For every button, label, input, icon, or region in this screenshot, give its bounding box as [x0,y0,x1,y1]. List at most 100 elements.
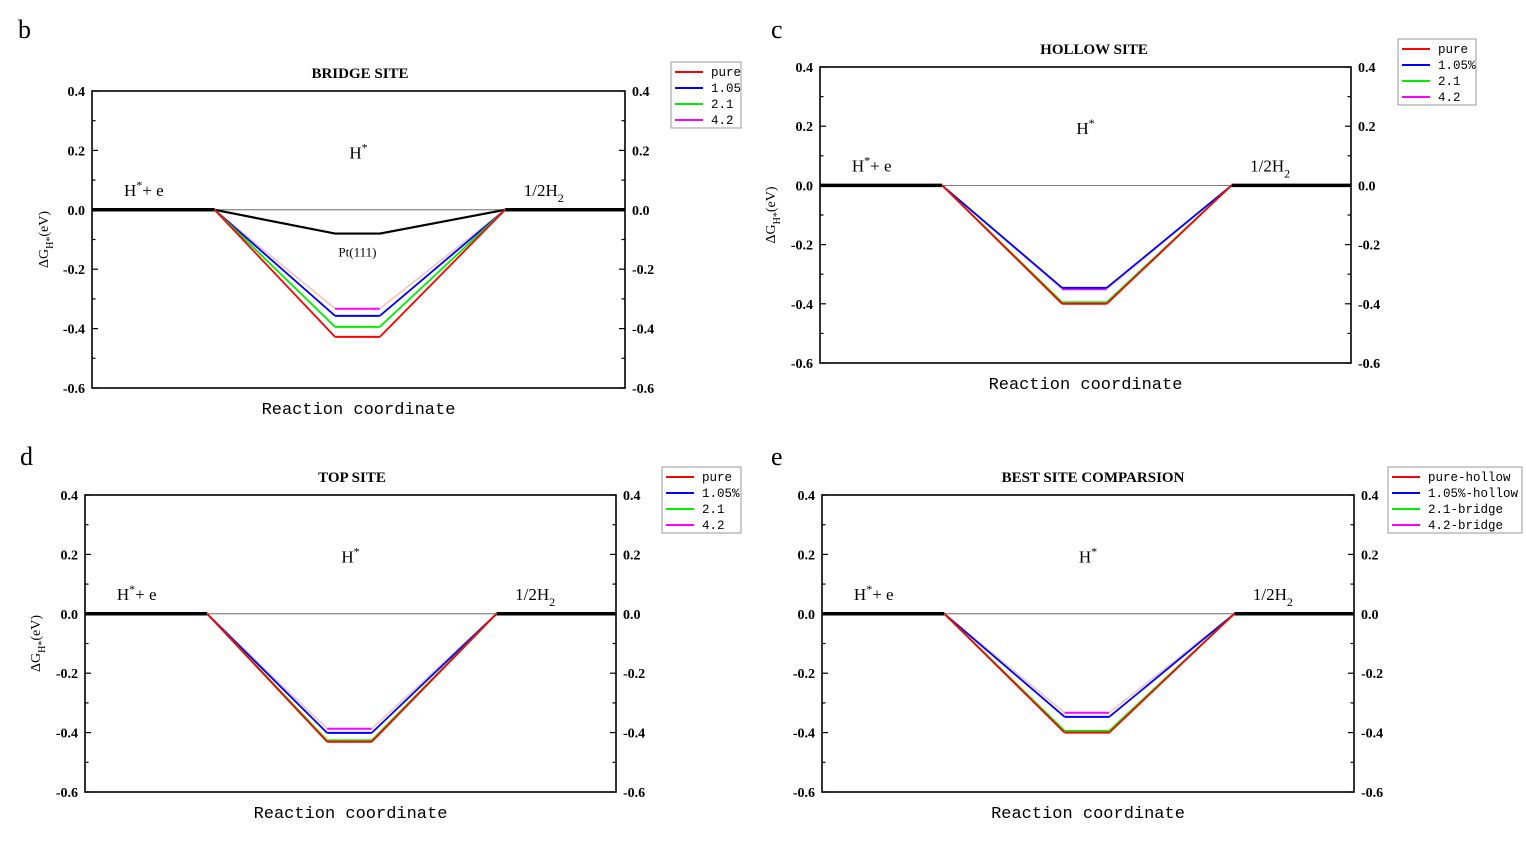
x-axis-label: Reaction coordinate [254,805,448,824]
legend-label: 4.2 [711,114,734,128]
state-label-final: 1/2H2 [1250,156,1290,180]
legend-label: pure [702,471,732,485]
y-axis-label: ΔGH*(eV) [37,211,56,268]
y-tick-label-right: -0.6 [632,382,654,397]
legend-label: 4.2-bridge [1428,519,1503,533]
label-part: 1/2H [1250,156,1284,175]
series-segment-pure-hollow [943,613,1066,734]
y-tick-label-right: -0.2 [1361,667,1383,682]
label-part: H [124,181,136,200]
label-sub: H* [37,641,48,653]
label-sup: * [354,544,360,558]
y-tick-label-right: 0.4 [1361,489,1379,504]
panel-e: e BEST SITE COMPARSION 0.4 0.4 0.2 0.2 0.0 0.0 -… [771,442,1523,824]
series-segment-2.1 [213,209,336,328]
y-tick-label-left: -0.2 [56,667,78,682]
label-part: (eV) [29,615,44,641]
label-part: ΔG [37,249,52,268]
series-segment-1.05% [941,184,1063,289]
label-part: (eV) [764,186,779,212]
legend-label: 1.05% [702,487,740,501]
pt111-label: Pt(111) [338,245,376,260]
y-tick-label-right: 0.0 [1358,179,1376,194]
series-segment-pure [213,209,336,338]
state-label-final: 1/2H2 [1253,585,1293,609]
y-tick-label-left: 0.2 [61,548,79,563]
label-part: H [852,156,864,175]
label-part: H [117,585,129,604]
y-tick-label-left: 0.2 [798,548,816,563]
y-tick-label-left: -0.4 [56,727,78,742]
y-tick-label-left: 0.4 [68,85,86,100]
label-part: + e [870,156,891,175]
y-tick-label-left: -0.6 [63,382,85,397]
panel-letter: e [771,442,783,471]
label-sub: H* [772,212,783,224]
y-tick-label-right: -0.6 [1361,786,1383,801]
y-tick-label-right: -0.4 [623,727,645,742]
y-tick-label-right: -0.6 [623,786,645,801]
label-part: ΔG [29,653,44,672]
y-tick-label-right: 0.2 [632,144,650,159]
series-segment-pure [206,613,328,743]
y-tick-label-left: 0.0 [61,608,79,623]
y-tick-label-right: 0.4 [1358,61,1376,76]
y-tick-label-left: -0.6 [793,786,815,801]
label-sub: 2 [1287,595,1293,609]
state-label-intermediate: H* [1079,544,1097,566]
y-tick-label-left: -0.2 [793,667,815,682]
y-tick-label-left: 0.0 [798,608,816,623]
state-label-initial: H*+ e [852,153,892,175]
legend: pure 1.05 2.1 4.2 [670,61,742,129]
series-segment-1.05 [213,209,336,317]
state-label-initial: H*+ e [854,582,894,604]
y-tick-label-left: -0.4 [63,323,85,338]
y-tick-label-left: 0.2 [68,144,86,159]
series-segment-1.05%-hollow [1108,613,1235,718]
label-sub: 2 [1284,166,1290,180]
legend-label: 1.05 [711,82,741,96]
y-tick-label-left: -0.2 [63,263,85,278]
y-tick-label-right: 0.4 [623,489,641,504]
y-tick-label-right: 0.2 [1361,548,1379,563]
y-tick-label-right: -0.4 [1358,298,1380,313]
y-tick-label-left: 0.0 [68,204,86,219]
label-sup: * [362,140,368,154]
plot-frame [84,494,617,793]
label-sub: H* [45,237,56,249]
state-label-final: 1/2H2 [515,585,555,609]
y-axis-label: ΔGH*(eV) [764,186,783,243]
y-tick-label-right: -0.4 [1361,727,1383,742]
legend-label: 2.1 [1438,75,1461,89]
label-sup: * [129,582,135,596]
legend-label: pure-hollow [1428,471,1511,485]
y-tick-label-right: 0.2 [623,548,641,563]
series-segment-pure [1106,184,1233,305]
y-tick-label-right: -0.2 [632,263,654,278]
x-axis-label: Reaction coordinate [262,401,456,420]
legend: pure-hollow 1.05%-hollow 2.1-bridge 4.2-bri… [1387,466,1523,534]
state-label-initial: H*+ e [117,582,157,604]
legend-label: pure [1438,43,1468,57]
label-part: (eV) [37,211,52,237]
legend-label: 2.1 [702,503,725,517]
panel-c: c HOLLOW SITE 0.4 0.4 0.2 0.2 0.0 0.0 -0.2 -0.2 -0… [764,15,1477,395]
y-tick-label-right: -0.4 [632,323,654,338]
plot-frame [819,66,1352,364]
y-tick-label-left: 0.4 [798,489,816,504]
y-tick-label-left: 0.0 [796,179,814,194]
chart-title: BRIDGE SITE [311,66,408,82]
panel-d: d TOP SITE 0.4 0.4 0.2 0.2 0.0 0.0 -0.2 -0.2 -0.4 -… [20,442,742,824]
label-sup: * [1091,544,1097,558]
label-part: H [349,143,361,162]
x-axis-label: Reaction coordinate [991,805,1185,824]
panel-letter: b [18,15,31,44]
series-segment-4.2 [379,209,506,310]
label-part: 1/2H [515,585,549,604]
y-tick-label-right: -0.6 [1358,357,1380,372]
label-part: 1/2H [1253,585,1287,604]
label-part: H [1079,547,1091,566]
y-tick-label-right: 0.0 [623,608,641,623]
label-part: ΔG [764,224,779,243]
